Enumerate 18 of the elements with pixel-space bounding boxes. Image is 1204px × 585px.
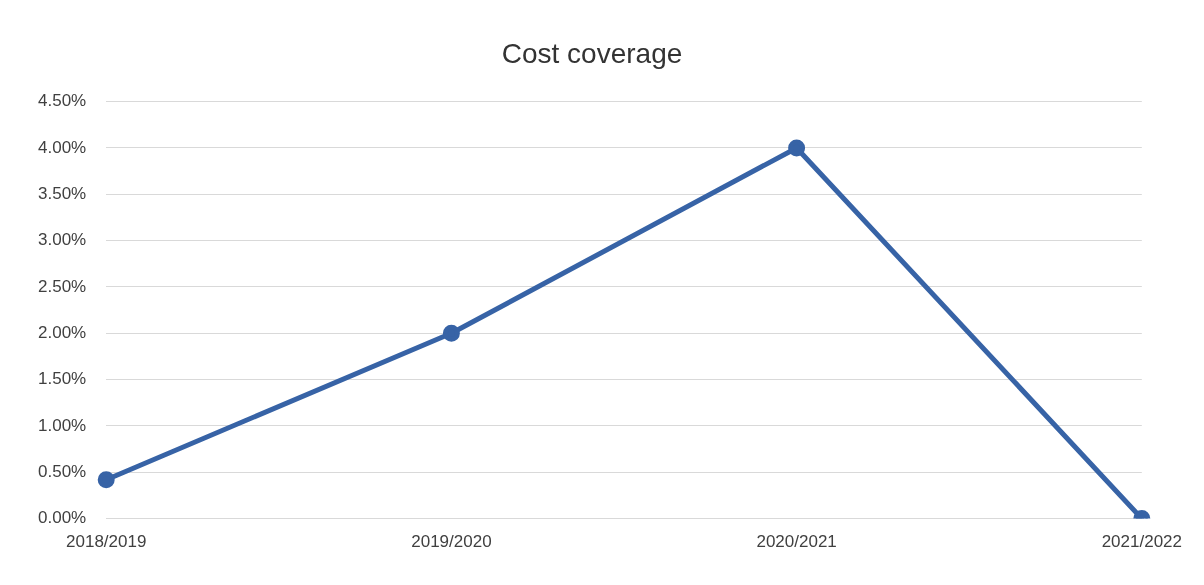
y-tick-label: 4.00% [38,137,87,157]
x-tick-label: 2018/2019 [66,532,147,552]
y-tick-label: 0.00% [38,508,87,528]
y-tick-label: 0.50% [38,461,87,481]
point [442,324,460,342]
y-tick-label: 4.50% [38,91,87,111]
x-tick-label: 2020/2021 [756,532,837,552]
x-tick-label: 2019/2020 [411,532,492,552]
point [788,139,806,157]
chart-title: Cost coverage [501,37,683,69]
y-tick-label: 2.50% [38,276,87,296]
point [97,471,115,489]
y-tick-label: 1.50% [38,369,87,389]
x-tick-label: 2021/2022 [1101,532,1183,552]
y-tick-label: 3.50% [38,183,87,203]
y-tick-label: 1.00% [38,415,87,435]
y-tick-label: 2.00% [38,322,87,342]
y-tick-label: 3.00% [38,230,87,250]
